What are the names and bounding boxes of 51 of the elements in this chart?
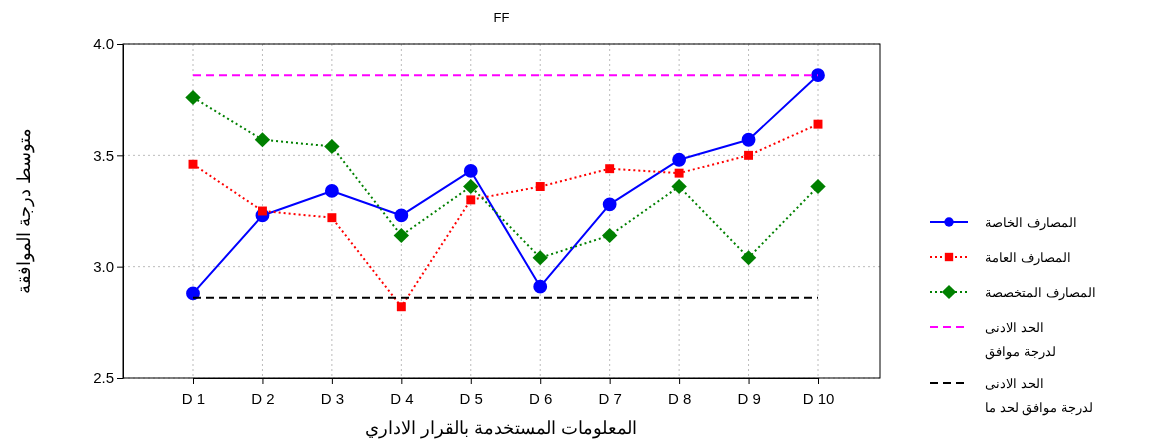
point xyxy=(602,197,617,212)
x-tick-label: D 5 xyxy=(459,389,483,407)
x-tick-label: D 6 xyxy=(529,389,553,407)
point xyxy=(532,250,548,266)
point xyxy=(463,179,479,194)
point xyxy=(811,68,825,83)
x-tick-label: D 7 xyxy=(598,389,622,407)
legend-label: المصارف المتخصصة xyxy=(985,285,1096,301)
x-tick-label: D 3 xyxy=(320,389,345,407)
point xyxy=(674,168,684,178)
point xyxy=(463,164,478,178)
point xyxy=(396,302,406,312)
legend-label: المصارف الخاصة xyxy=(985,215,1077,231)
point xyxy=(466,195,476,205)
point xyxy=(740,250,757,266)
x-tick-label: D 2 xyxy=(251,389,275,407)
point xyxy=(254,132,271,148)
point xyxy=(601,228,618,243)
point xyxy=(185,89,201,105)
point xyxy=(324,184,339,198)
point xyxy=(188,159,198,169)
point xyxy=(605,164,615,174)
x-tick-label: D 8 xyxy=(667,389,692,407)
point xyxy=(324,138,340,154)
x-tick-label: D 1 xyxy=(181,389,206,407)
point xyxy=(741,132,756,147)
y-tick-label: 2.5 xyxy=(93,369,114,387)
y-axis-title: متوسط درجة الموافقة xyxy=(14,127,35,295)
point xyxy=(257,206,267,216)
y-tick-label: 3.5 xyxy=(93,146,114,164)
point xyxy=(810,179,826,194)
point xyxy=(186,286,200,301)
legend-label: المصارف العامة xyxy=(985,250,1071,266)
x-tick-label: D 4 xyxy=(390,389,414,407)
x-axis-title: المعلومات المستخدمة بالقرار الاداري xyxy=(365,418,638,439)
point xyxy=(393,228,410,243)
point xyxy=(327,213,337,223)
point xyxy=(813,119,823,129)
point xyxy=(535,182,545,191)
x-tick-label: D 9 xyxy=(737,389,761,407)
chart-title: FF xyxy=(493,10,510,25)
y-tick-label: 3.0 xyxy=(93,257,114,275)
legend-label: الحد الادنى لدرجة موافق xyxy=(985,320,1056,360)
point xyxy=(394,208,409,223)
point xyxy=(533,279,548,294)
legend-label: الحد الادنى لدرجة موافق لحد ما xyxy=(985,376,1093,416)
point xyxy=(671,179,687,194)
x-tick-label: D 10 xyxy=(802,389,835,407)
point xyxy=(744,150,754,160)
y-tick-label: 4.0 xyxy=(93,35,114,53)
point xyxy=(672,152,687,167)
